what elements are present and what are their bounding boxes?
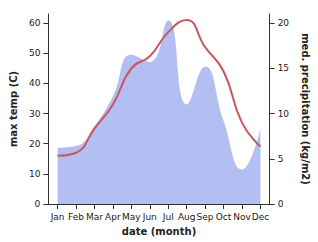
svg-text:10: 10 [29,169,41,179]
svg-text:Jul: Jul [162,212,174,222]
svg-text:Apr: Apr [105,212,121,222]
svg-text:Jun: Jun [142,212,157,222]
svg-text:Oct: Oct [216,212,232,222]
svg-text:50: 50 [29,48,41,58]
svg-text:15: 15 [278,63,289,73]
svg-text:60: 60 [29,18,41,28]
svg-text:Feb: Feb [68,212,84,222]
svg-text:Jan: Jan [50,212,65,222]
svg-text:Dec: Dec [252,212,269,222]
svg-text:30: 30 [29,109,41,119]
svg-text:40: 40 [29,78,41,88]
svg-text:May: May [122,212,141,222]
svg-text:date (month): date (month) [122,226,196,237]
svg-text:Aug: Aug [178,212,196,222]
svg-text:max temp (C): max temp (C) [8,71,19,147]
svg-text:10: 10 [278,109,290,119]
svg-text:5: 5 [278,154,284,164]
svg-text:0: 0 [35,199,41,209]
svg-text:Nov: Nov [233,212,251,222]
svg-text:Mar: Mar [86,212,103,222]
svg-text:0: 0 [278,199,284,209]
svg-text:Sep: Sep [197,212,214,222]
svg-text:20: 20 [29,139,41,149]
svg-text:20: 20 [278,18,290,28]
svg-text:med. precipitation (kg/m2): med. precipitation (kg/m2) [300,33,311,185]
